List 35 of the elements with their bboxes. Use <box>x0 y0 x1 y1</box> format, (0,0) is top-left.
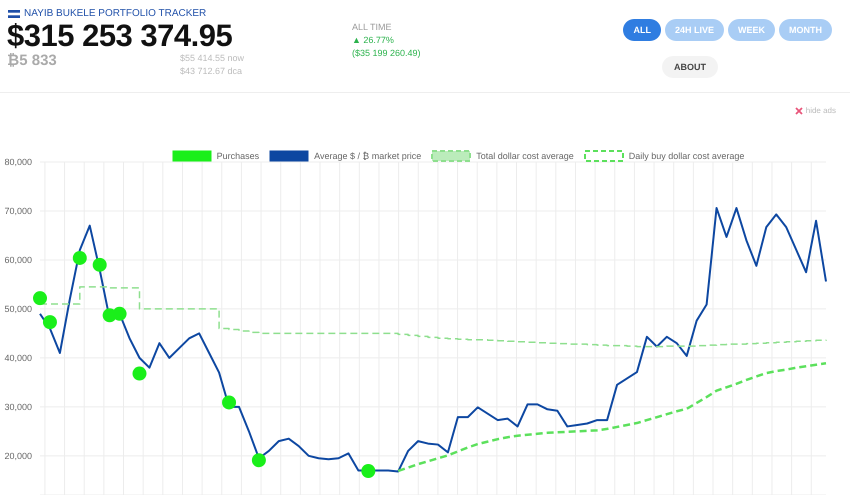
text: $315 253 374.95 <box>7 18 232 53</box>
point <box>132 366 146 381</box>
point <box>72 250 87 265</box>
y-tick-label: 20,000 <box>4 451 32 462</box>
legend-label: Daily buy dollar cost average <box>628 150 744 162</box>
legend-label: Average $ / ₿ market price <box>313 150 422 162</box>
y-tick-label: 50,000 <box>4 304 32 314</box>
y-tick-label: 60,000 <box>4 255 32 266</box>
text: ▲ 26.77% <box>352 35 394 45</box>
point <box>42 315 57 330</box>
text: ₿5 833 <box>7 52 57 69</box>
chart-title: NAYIB BUKELE PORTFOLIO TRACKER <box>24 8 206 19</box>
y-tick-label: 40,000 <box>4 353 32 364</box>
text: ABOUT <box>662 56 718 78</box>
text: ($35 199 260.49) <box>352 48 421 58</box>
y-tick-label: 30,000 <box>4 402 32 412</box>
point <box>361 464 376 478</box>
legend-label: Purchases <box>216 150 260 162</box>
text: 24H LIVE <box>664 19 724 41</box>
text: $43 712.67 dca <box>180 66 242 76</box>
point <box>112 306 127 321</box>
text: hide ads <box>804 106 836 115</box>
line-series <box>396 362 828 472</box>
legend-label: Total dollar cost average <box>475 150 574 162</box>
point <box>252 453 266 468</box>
point <box>222 395 236 410</box>
text: ALL TIME <box>352 22 392 32</box>
text: MONTH <box>779 19 832 41</box>
point <box>92 258 107 272</box>
point <box>33 291 47 306</box>
text: $55 414.55 now <box>180 53 244 63</box>
text: WEEK <box>728 19 775 41</box>
text: ALL <box>623 19 661 41</box>
y-tick-label: 70,000 <box>4 206 32 216</box>
y-tick-label: 80,000 <box>4 157 32 168</box>
